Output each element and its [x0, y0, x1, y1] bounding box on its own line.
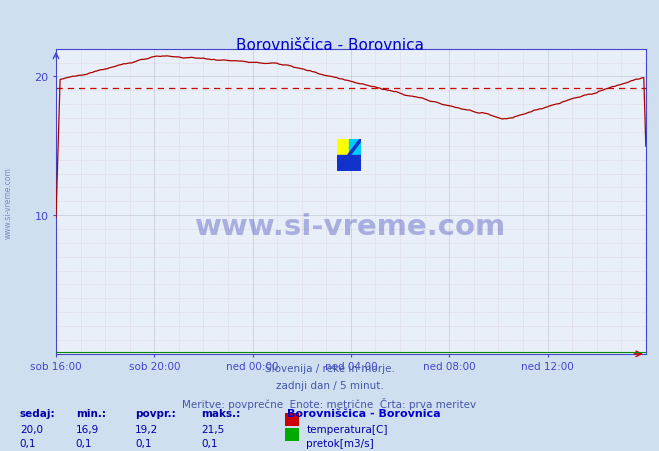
Bar [337, 156, 349, 171]
Text: maks.:: maks.: [201, 408, 241, 418]
Text: 16,9: 16,9 [76, 424, 99, 434]
Bar [349, 140, 361, 156]
Bar [349, 156, 361, 171]
Text: Meritve: povprečne  Enote: metrične  Črta: prva meritev: Meritve: povprečne Enote: metrične Črta:… [183, 397, 476, 410]
Bar [337, 140, 349, 156]
Text: www.si-vreme.com: www.si-vreme.com [195, 212, 507, 240]
Text: temperatura[C]: temperatura[C] [306, 424, 388, 434]
Text: 0,1: 0,1 [76, 438, 92, 448]
Text: min.:: min.: [76, 408, 106, 418]
Text: Borovniščica - Borovnica: Borovniščica - Borovnica [287, 408, 440, 418]
Text: pretok[m3/s]: pretok[m3/s] [306, 438, 374, 448]
Text: zadnji dan / 5 minut.: zadnji dan / 5 minut. [275, 380, 384, 390]
Text: 0,1: 0,1 [201, 438, 217, 448]
Text: 0,1: 0,1 [20, 438, 36, 448]
Text: Borovniščica - Borovnica: Borovniščica - Borovnica [235, 38, 424, 53]
Text: www.si-vreme.com: www.si-vreme.com [3, 167, 13, 239]
Text: 19,2: 19,2 [135, 424, 158, 434]
Text: sedaj:: sedaj: [20, 408, 55, 418]
Text: 0,1: 0,1 [135, 438, 152, 448]
Text: Slovenija / reke in morje.: Slovenija / reke in morje. [264, 363, 395, 373]
Text: 20,0: 20,0 [20, 424, 43, 434]
Text: 21,5: 21,5 [201, 424, 224, 434]
Text: povpr.:: povpr.: [135, 408, 176, 418]
